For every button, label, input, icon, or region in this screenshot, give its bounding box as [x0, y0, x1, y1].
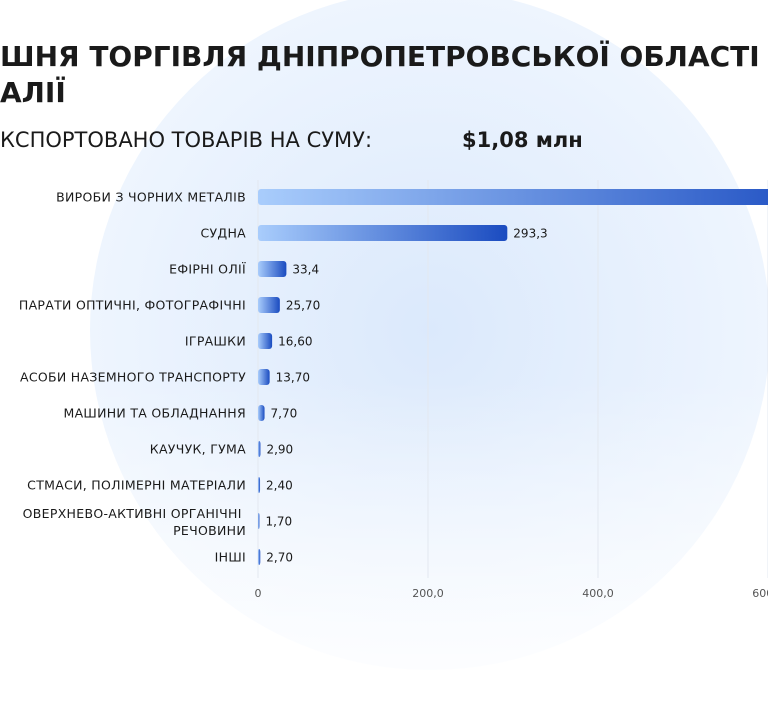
bar	[258, 225, 508, 241]
value-label: 7,70	[271, 407, 298, 421]
bar	[258, 405, 265, 421]
background-fade	[0, 380, 768, 720]
category-label: ОВЕРХНЕВО-АКТИВНІ ОРГАНІЧНІ РЕЧОВИНИ	[23, 506, 246, 538]
value-label: 13,70	[276, 371, 310, 385]
bar	[258, 513, 260, 529]
category-label: СУДНА	[200, 226, 246, 241]
value-label: 16,60	[278, 335, 312, 349]
bar	[258, 441, 261, 457]
category-label: МАШИНИ ТА ОБЛАДНАННЯ	[63, 406, 246, 421]
bar	[258, 261, 287, 277]
value-label: 293,3	[513, 227, 547, 241]
category-label: ПАРАТИ ОПТИЧНІ, ФОТОГРАФІЧНІ	[19, 298, 246, 313]
x-tick-label: 0	[255, 587, 262, 600]
value-label: 25,70	[286, 299, 320, 313]
bar	[258, 297, 280, 313]
category-label: СТМАСИ, ПОЛІМЕРНІ МАТЕРІАЛИ	[27, 478, 246, 493]
x-tick-label: 200,0	[412, 587, 444, 600]
category-label: ЕФІРНІ ОЛІЇ	[169, 262, 246, 277]
chart-title: ШНЯ ТОРГІВЛЯ ДНІПРОПЕТРОВСЬКОЇ ОБЛАСТІ	[0, 39, 760, 73]
value-label: 1,70	[265, 515, 292, 529]
x-tick-label: 600,0	[752, 587, 768, 600]
subtitle: КСПОРТОВАНО ТОВАРІВ НА СУМУ:	[0, 128, 372, 152]
bar	[258, 189, 768, 205]
value-label: 2,40	[266, 479, 293, 493]
bar	[258, 477, 261, 493]
subtitle-value: $1,08 млн	[462, 128, 583, 152]
category-label: КАУЧУК, ГУМА	[150, 442, 246, 457]
value-label: 2,90	[266, 443, 293, 457]
bar	[258, 549, 261, 565]
category-label: ВИРОБИ З ЧОРНИХ МЕТАЛІВ	[56, 190, 246, 205]
bar	[258, 369, 270, 385]
category-label: АСОБИ НАЗЕМНОГО ТРАНСПОРТУ	[20, 370, 246, 385]
value-label: 33,4	[292, 263, 319, 277]
category-label: ІГРАШКИ	[185, 334, 246, 349]
bar	[258, 333, 273, 349]
chart-title-line2: АЛІЇ	[0, 75, 66, 109]
x-tick-label: 400,0	[582, 587, 614, 600]
value-label: 2,70	[266, 551, 293, 565]
category-label: ІНШІ	[215, 550, 246, 565]
